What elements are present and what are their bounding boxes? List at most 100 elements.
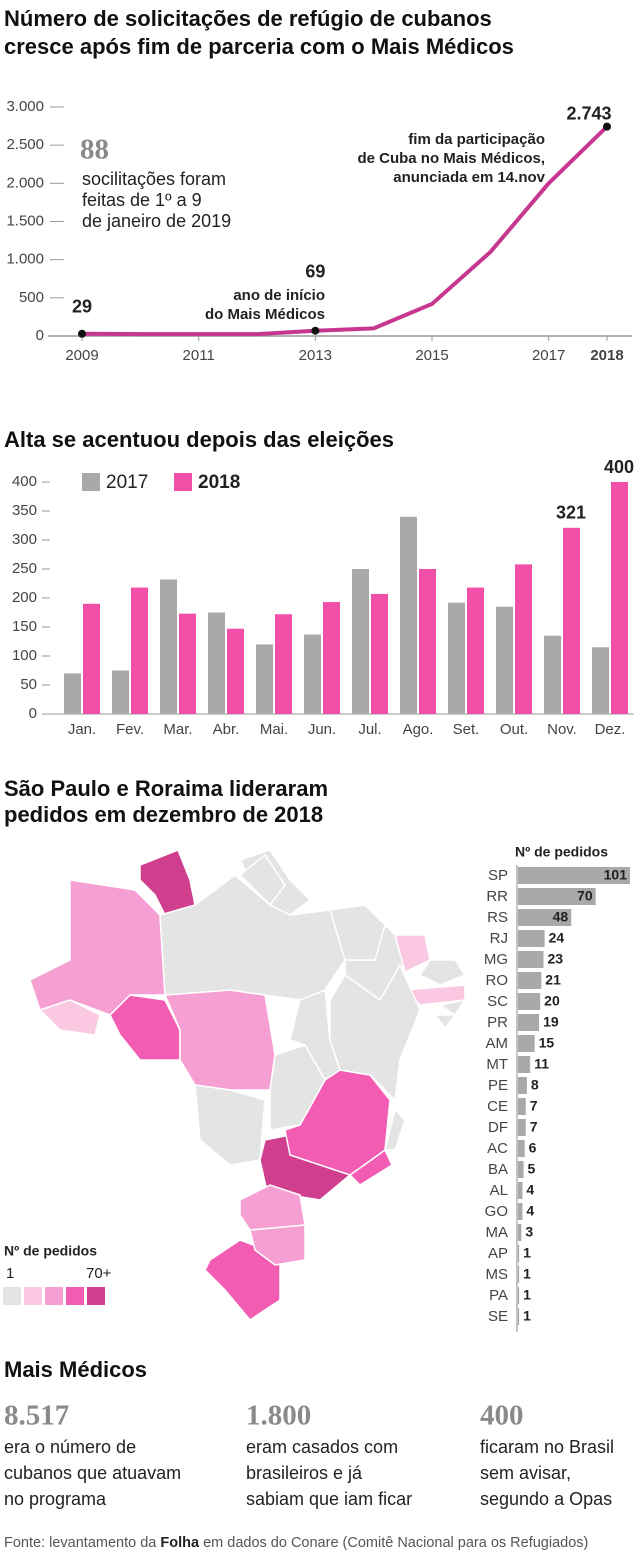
category-label: CE [487,1098,508,1115]
data-label: 321 [556,503,586,523]
bar [544,635,561,714]
fact-text: no programa [4,1489,107,1509]
map-state [418,959,467,986]
bar [208,612,225,714]
legend-swatch [66,1287,84,1305]
map-state [204,1239,281,1321]
bar [611,482,628,714]
legend-swatch [87,1287,105,1305]
category-label: SP [488,867,508,884]
legend-swatch [45,1287,63,1305]
source-part: Folha [160,1535,200,1551]
category-label: RJ [490,930,508,947]
map-state [239,1184,306,1231]
bar [518,1077,527,1094]
x-tick-label: Mai. [260,721,288,738]
bar [518,1245,520,1262]
y-tick-label: 350 [12,502,37,519]
y-tick-label: 2.000 [6,174,44,191]
bar [179,613,196,714]
category-label: RR [486,888,508,905]
chart-title: Alta se acentuou depois das eleições [4,427,394,452]
data-point [78,329,86,338]
x-tick-label: Jun. [308,721,336,738]
category-label: MS [486,1266,509,1283]
data-label: 3 [525,1224,533,1240]
map-state [394,934,431,974]
fact-text: sabiam que iam ficar [246,1489,412,1509]
bar [323,602,340,714]
data-label: 11 [534,1056,549,1072]
x-tick-label: 2017 [532,347,565,364]
bar [518,888,596,905]
chart-title: Número de solicitações de refúgio de cub… [4,6,492,31]
highlight-text: feitas de 1º a 9 [82,190,202,210]
data-label: 48 [553,909,569,925]
bar [518,1140,525,1157]
annotation: de Cuba no Mais Médicos, [357,150,545,167]
legend-label: 2017 [106,472,148,493]
map-state [38,999,101,1036]
map-state [163,989,276,1091]
category-label: AC [487,1140,508,1157]
map-state [384,1108,406,1151]
data-label: 70 [577,888,593,904]
y-tick-label: 2.500 [6,136,44,153]
bar [352,569,369,714]
bar [518,1161,524,1178]
data-label: 1 [523,1287,531,1303]
bar [518,993,541,1010]
legend-min: 1 [6,1265,14,1282]
map-state [194,1084,266,1166]
bar [518,1287,520,1304]
x-tick-label: 2018 [590,347,623,364]
annotation: ano de início [233,287,325,304]
bar [518,1098,526,1115]
fact-text: brasileiros e já [246,1463,363,1483]
bar [518,1182,523,1199]
x-tick-label: Out. [500,721,528,738]
annotation: fim da participação [408,131,545,148]
data-label: 19 [543,1014,559,1030]
y-tick-label: 100 [12,647,37,664]
bar [592,647,609,714]
bar [518,1014,540,1031]
fact-text: sem avisar, [480,1463,571,1483]
category-label: SC [487,993,508,1010]
category-label: MT [486,1056,508,1073]
y-tick-label: 1.500 [6,212,44,229]
bar [112,670,129,714]
legend-swatch [82,473,100,491]
x-tick-label: Jul. [358,721,381,738]
y-tick-label: 400 [12,473,37,490]
category-label: PR [487,1014,508,1031]
source-part: Fonte: levantamento da [4,1535,160,1551]
category-label: AP [488,1245,508,1262]
data-label: 6 [529,1140,537,1156]
fact-text: eram casados com [246,1437,398,1457]
map-state [269,1044,326,1131]
data-label: 7 [530,1119,538,1135]
data-label: 4 [526,1203,534,1219]
x-tick-label: Ago. [403,721,434,738]
x-tick-label: Mar. [163,721,192,738]
bar [419,569,436,714]
bar [275,614,292,714]
data-label: 5 [528,1161,536,1177]
map-state [438,998,467,1017]
y-tick-label: 150 [12,618,37,635]
bar [518,1266,520,1283]
category-label: RO [486,972,509,989]
category-label: GO [485,1203,508,1220]
legend-swatch [3,1287,21,1305]
chart-title: pedidos em dezembro de 2018 [4,802,323,827]
fact-text: ficaram no Brasil [480,1437,614,1457]
category-label: PE [488,1077,508,1094]
bar [256,644,273,714]
line [81,125,609,337]
x-tick-label: Set. [453,721,480,738]
source: Fonte: levantamento da Folha em dados do… [4,1535,588,1551]
x-tick-label: 2013 [299,347,332,364]
y-tick-label: 250 [12,560,37,577]
